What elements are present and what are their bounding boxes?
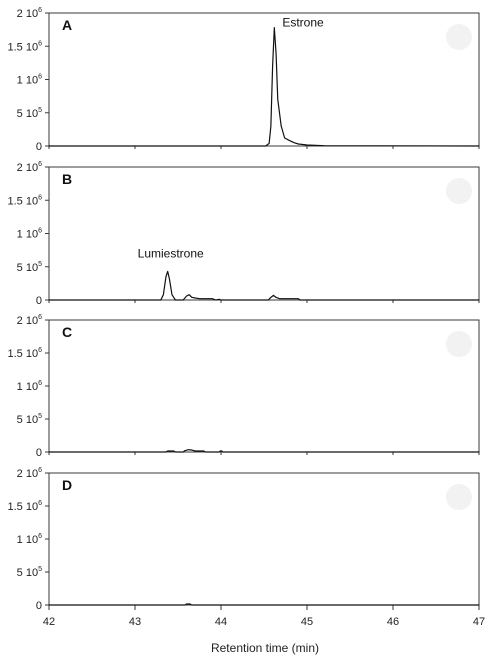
x-axis: 42 43 44 45 46 47 Retention time (min) xyxy=(43,616,485,655)
panel-b: 0 5 105 1 106 1.5 106 2 106 B Lumiestrone xyxy=(8,161,480,307)
x-tick-label: 46 xyxy=(387,616,399,628)
y-tick-label: 0 xyxy=(36,295,42,307)
x-tick-label: 42 xyxy=(43,616,55,628)
panel-letter: C xyxy=(62,324,72,340)
chromatogram-trace xyxy=(48,27,480,147)
chromatogram-trace xyxy=(48,603,480,606)
y-tick-label: 1.5 106 xyxy=(8,347,43,360)
plot-frame xyxy=(48,472,480,606)
y-tick-label: 1 106 xyxy=(17,533,42,546)
y-tick-label: 1 106 xyxy=(17,74,42,87)
panel-letter: B xyxy=(62,171,72,187)
x-tick-label: 44 xyxy=(215,616,227,628)
chromatogram-trace xyxy=(48,270,480,301)
panel-letter: A xyxy=(62,17,72,33)
x-tick-label: 43 xyxy=(129,616,141,628)
panel-d: 0 5 105 1 106 1.5 106 2 106 D xyxy=(8,467,480,612)
y-tick-label: 1.5 106 xyxy=(8,500,43,513)
x-tick-label: 45 xyxy=(301,616,313,628)
panel-letter: D xyxy=(62,477,72,493)
plot-frame xyxy=(48,12,480,147)
x-axis-title: Retention time (min) xyxy=(211,641,319,655)
y-tick-label: 0 xyxy=(36,447,42,459)
panel-c: 0 5 105 1 106 1.5 106 2 106 C xyxy=(8,314,480,459)
y-tick-label: 1.5 106 xyxy=(8,194,43,207)
plot-frame xyxy=(48,166,480,301)
y-tick-label: 5 105 xyxy=(17,566,42,579)
peak-label: Lumiestrone xyxy=(138,246,204,260)
y-tick-label: 1 106 xyxy=(17,380,42,393)
y-tick-label: 5 105 xyxy=(17,413,42,426)
panel-a: 0 5 105 1 106 1.5 106 2 106 A Estrone xyxy=(8,7,480,153)
peak-label: Estrone xyxy=(282,16,324,30)
y-tick-label: 2 106 xyxy=(17,161,42,174)
corner-mark xyxy=(446,484,472,510)
corner-mark xyxy=(446,331,472,357)
plot-frame xyxy=(48,319,480,453)
y-tick-label: 1.5 106 xyxy=(8,40,43,53)
x-tick-label: 47 xyxy=(473,616,485,628)
y-tick-label: 2 106 xyxy=(17,314,42,327)
y-tick-label: 2 106 xyxy=(17,467,42,480)
y-tick-label: 1 106 xyxy=(17,228,42,241)
y-tick-label: 2 106 xyxy=(17,7,42,20)
corner-mark xyxy=(446,178,472,204)
y-tick-label: 0 xyxy=(36,600,42,612)
y-tick-label: 5 105 xyxy=(17,107,42,120)
chromatogram-trace xyxy=(48,449,480,453)
corner-mark xyxy=(446,24,472,50)
y-tick-label: 5 105 xyxy=(17,261,42,274)
y-tick-label: 0 xyxy=(36,141,42,153)
